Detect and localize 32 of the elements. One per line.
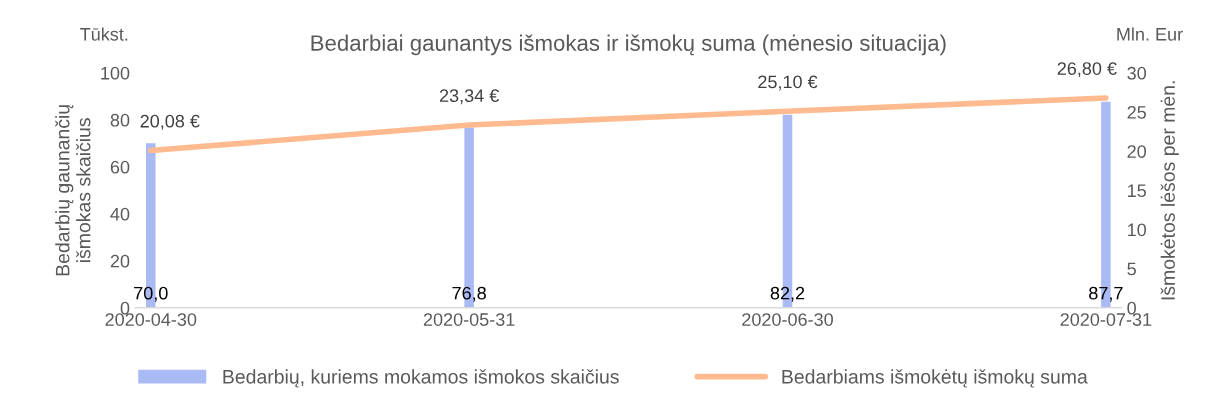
legend-label: Bedarbių, kuriems mokamos išmokos skaičius bbox=[223, 369, 619, 388]
text: Mln. Eur bbox=[1117, 27, 1183, 41]
y-tick-label: 0 bbox=[120, 301, 130, 315]
y-tick-label: 80 bbox=[110, 113, 130, 127]
y2-tick-label: 25 bbox=[1127, 105, 1146, 119]
data-label: 23,34 € bbox=[439, 89, 500, 105]
text: Tūkst. bbox=[80, 27, 128, 41]
data-label: 25,10 € bbox=[758, 75, 818, 91]
y-tick-label: 100 bbox=[101, 66, 130, 80]
legend-label: Bedarbiams išmokėtų išmokų suma bbox=[782, 369, 1088, 388]
y-axis-title: Bedarbių gaunančių išmokas skaičius bbox=[55, 104, 91, 276]
y2-tick-label: 10 bbox=[1128, 223, 1147, 237]
y-tick-label: 40 bbox=[110, 207, 130, 221]
y2-tick-label: 0 bbox=[1127, 301, 1136, 315]
y2-tick-label: 15 bbox=[1128, 184, 1146, 198]
y2-axis-title: Išmokėtos lėšos per mėn. bbox=[1160, 81, 1179, 300]
data-label: 20,08 € bbox=[140, 114, 200, 130]
data-label: 82,2 bbox=[770, 286, 805, 302]
x-tick-label: 2020-04-30 bbox=[105, 313, 197, 326]
data-label: 76,8 bbox=[452, 286, 486, 302]
y-tick-label: 20 bbox=[110, 254, 130, 268]
data-label: 87,7 bbox=[1089, 286, 1123, 302]
y2-tick-label: 5 bbox=[1127, 262, 1136, 276]
y2-tick-label: 30 bbox=[1127, 66, 1147, 80]
data-label: 26,80 € bbox=[1057, 62, 1117, 78]
y-tick-label: 60 bbox=[110, 160, 130, 174]
x-tick-label: 2020-05-31 bbox=[423, 313, 515, 326]
y2-tick-label: 20 bbox=[1127, 145, 1147, 158]
data-label: 70,0 bbox=[134, 286, 168, 302]
x-tick-label: 2020-06-30 bbox=[742, 313, 833, 326]
x-tick-label: 2020-07-31 bbox=[1060, 313, 1152, 326]
chart-title: Bedarbiai gaunantys išmokas ir išmokų suma (mėnesio situacija) bbox=[311, 34, 946, 56]
